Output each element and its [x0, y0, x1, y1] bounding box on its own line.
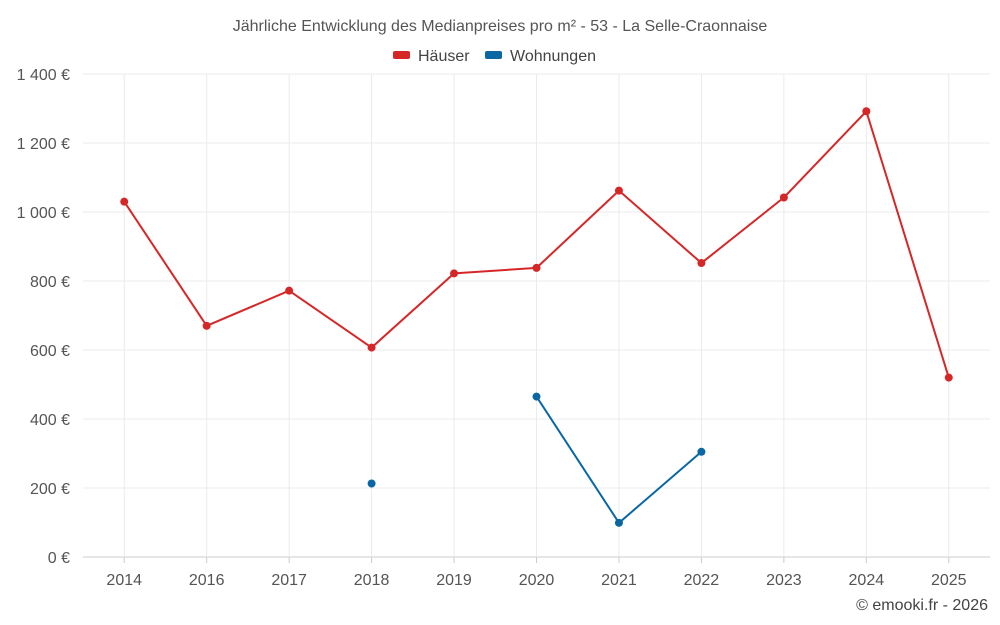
x-tick-label: 2024 — [849, 572, 885, 589]
data-point-haeuser[interactable] — [944, 373, 953, 382]
data-point-wohnungen[interactable] — [697, 447, 706, 456]
data-point-wohnungen[interactable] — [532, 392, 541, 401]
grid — [83, 73, 990, 558]
x-tick-label: 2017 — [271, 572, 307, 589]
y-tick-label: 200 € — [30, 481, 70, 498]
data-point-haeuser[interactable] — [862, 107, 871, 116]
legend-item-haeuser[interactable]: Häuser — [393, 48, 470, 65]
legend-label-haeuser: Häuser — [418, 48, 470, 65]
chart-title: Jährliche Entwicklung des Medianpreises … — [233, 18, 768, 35]
data-point-haeuser[interactable] — [697, 259, 706, 268]
legend-swatch-wohnungen — [485, 51, 502, 59]
x-tick-label: 2020 — [519, 572, 555, 589]
series-haeuser — [120, 107, 953, 382]
x-tick-label: 2023 — [766, 572, 802, 589]
y-tick-label: 600 € — [30, 343, 70, 360]
data-point-haeuser[interactable] — [285, 286, 294, 295]
y-tick-label: 1 000 € — [17, 205, 70, 222]
x-tick-label: 2018 — [354, 572, 390, 589]
y-tick-label: 0 € — [48, 550, 70, 567]
legend-item-wohnungen[interactable]: Wohnungen — [485, 48, 596, 65]
data-point-haeuser[interactable] — [614, 186, 623, 195]
data-point-wohnungen[interactable] — [367, 479, 376, 488]
x-tick-label: 2025 — [931, 572, 967, 589]
data-point-haeuser[interactable] — [367, 343, 376, 352]
y-axis-ticks: 0 € 200 € 400 € 600 € 800 € 1 000 € 1 200 € 1 4… — [17, 67, 70, 567]
data-point-haeuser[interactable] — [450, 269, 459, 278]
x-tick-label: 2019 — [436, 572, 472, 589]
legend-swatch-haeuser — [393, 51, 410, 59]
credit: © emooki.fr - 2026 — [856, 597, 988, 614]
x-tick-label: 2014 — [106, 572, 142, 589]
x-tick-label: 2021 — [601, 572, 637, 589]
y-tick-label: 1 400 € — [17, 67, 70, 84]
data-point-haeuser[interactable] — [532, 263, 541, 272]
legend-label-wohnungen: Wohnungen — [510, 48, 596, 65]
x-tick-label: 2022 — [684, 572, 720, 589]
series-wohnungen — [367, 392, 706, 527]
y-tick-label: 1 200 € — [17, 136, 70, 153]
data-point-wohnungen[interactable] — [614, 518, 623, 527]
y-tick-label: 400 € — [30, 412, 70, 429]
x-tick-label: 2016 — [189, 572, 225, 589]
data-point-haeuser[interactable] — [779, 193, 788, 202]
data-point-haeuser[interactable] — [120, 197, 129, 206]
legend: Häuser Wohnungen — [393, 48, 596, 65]
data-point-haeuser[interactable] — [202, 321, 211, 330]
y-tick-label: 800 € — [30, 274, 70, 291]
series — [120, 107, 953, 527]
x-axis-ticks: 2014 2016 2017 2018 2019 2020 2021 2022 2023 2024… — [106, 557, 967, 589]
